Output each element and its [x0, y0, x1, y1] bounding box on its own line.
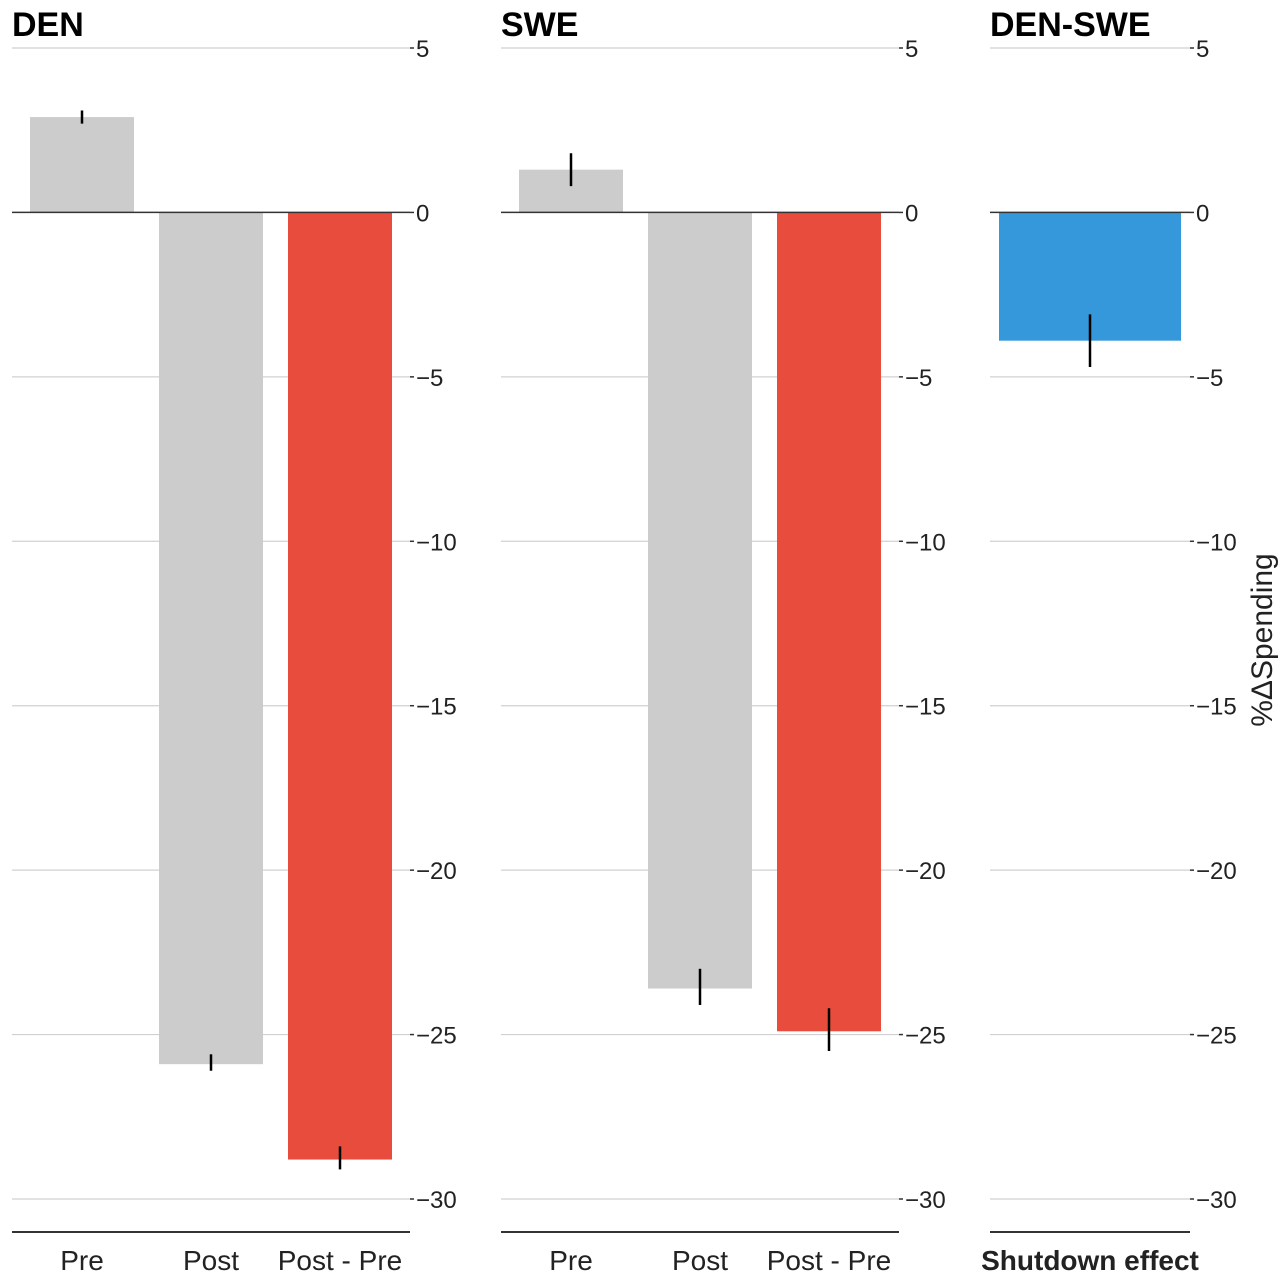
category-label: Pre: [60, 1245, 104, 1274]
y-tick-label: −25: [1196, 1023, 1237, 1050]
y-tick-label: −30: [416, 1187, 457, 1214]
bar-post-pre: [777, 212, 881, 1032]
panel-swe: 5 0 −5 −10 −15 −20 −25 −30 Pre Post Post - Pre SWE: [501, 6, 946, 1276]
y-tick-label: −5: [416, 365, 443, 392]
y-tick-label: 5: [416, 36, 429, 63]
y-tick-label: 0: [905, 200, 918, 227]
y-tick-label: 0: [416, 200, 429, 227]
bar-post-pre: [288, 212, 392, 1160]
panel-den-swe: 5 0 −5 −10 −15 −20 −25 −30 Shutdown effect DEN-SW…: [981, 6, 1279, 1276]
y-tick-label: −20: [1196, 858, 1237, 885]
panel-den: 5 0 −5 −10 −15 −20 −25 −30 Pre Post Post - Pre DEN: [12, 6, 457, 1276]
y-tick-label: −30: [1196, 1187, 1237, 1214]
y-tick-label: −15: [416, 694, 457, 721]
category-label: Post - Pre: [767, 1245, 891, 1274]
category-label: Post: [183, 1245, 239, 1274]
y-tick-label: −5: [1196, 365, 1223, 392]
y-tick-label: −15: [1196, 694, 1237, 721]
category-label: Pre: [549, 1245, 593, 1274]
y-tick-label: −25: [416, 1023, 457, 1050]
y-tick-label: −20: [416, 858, 457, 885]
y-tick-label: −25: [905, 1023, 946, 1050]
y-tick-label: −30: [905, 1187, 946, 1214]
y-tick-label: −10: [905, 529, 946, 556]
y-tick-label: 0: [1196, 200, 1209, 227]
y-tick-label: −15: [905, 694, 946, 721]
category-label: Post: [672, 1245, 728, 1274]
panel-title: DEN-SWE: [990, 6, 1151, 44]
y-tick-label: −5: [905, 365, 932, 392]
bar-pre: [30, 117, 134, 213]
y-tick-label: −20: [905, 858, 946, 885]
y-axis-label: %ΔSpending: [1246, 553, 1279, 727]
panel-title: DEN: [12, 6, 84, 44]
category-label: Post - Pre: [278, 1245, 402, 1274]
category-label: Shutdown effect: [981, 1245, 1199, 1274]
y-tick-label: 5: [1196, 36, 1209, 63]
bar-post: [159, 212, 263, 1065]
bar-post: [648, 212, 752, 989]
y-tick-label: 5: [905, 36, 918, 63]
panel-title: SWE: [501, 6, 578, 44]
y-tick-label: −10: [416, 529, 457, 556]
y-tick-label: −10: [1196, 529, 1237, 556]
